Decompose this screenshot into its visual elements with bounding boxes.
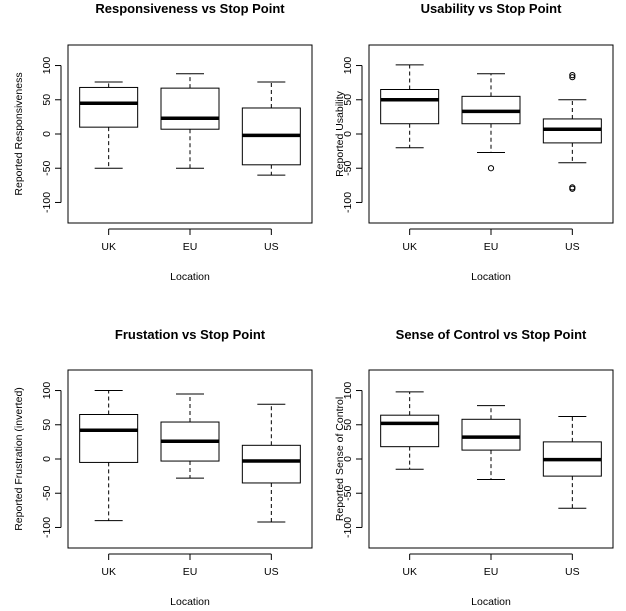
x-tick-label: EU xyxy=(484,566,499,578)
iqr-box xyxy=(241,444,301,484)
x-tick-label: UK xyxy=(101,566,116,578)
y-tick-label: -100 xyxy=(41,517,53,538)
iqr-box xyxy=(380,89,440,125)
y-tick-label: -100 xyxy=(342,517,354,538)
y-tick-label: -50 xyxy=(41,485,53,500)
plot-frame xyxy=(67,369,313,549)
x-tick-label: EU xyxy=(183,566,198,578)
iqr-box xyxy=(79,86,139,128)
y-tick-label: 50 xyxy=(41,419,53,431)
x-axis-label: Location xyxy=(170,596,210,608)
y-tick-label: 100 xyxy=(342,382,354,400)
box-uk xyxy=(79,390,139,522)
x-axis-label: Location xyxy=(170,271,210,283)
x-tick-label: UK xyxy=(402,566,417,578)
y-tick-label: 100 xyxy=(41,57,53,75)
y-tick-label: -50 xyxy=(342,485,354,500)
chart-title: Usability vs Stop Point xyxy=(421,1,563,16)
iqr-box xyxy=(160,87,220,130)
x-tick-label: UK xyxy=(101,241,116,253)
y-tick-label: 0 xyxy=(41,456,53,462)
chart-title: Sense of Control vs Stop Point xyxy=(396,327,587,342)
y-axis-label: Reported Sense of Control xyxy=(334,397,346,521)
iqr-box xyxy=(461,418,521,451)
box-us xyxy=(241,81,301,176)
y-tick-label: 0 xyxy=(342,131,354,137)
plot-frame xyxy=(67,44,313,224)
x-tick-label: UK xyxy=(402,241,417,253)
y-tick-label: 0 xyxy=(342,456,354,462)
chart-panel-1: Responsiveness vs Stop Point -100 -50 0 50 10… xyxy=(13,1,313,283)
chart-title: Frustation vs Stop Point xyxy=(115,327,266,342)
plot-frame xyxy=(368,369,614,549)
x-axis-label: Location xyxy=(471,596,511,608)
chart-panel-2: Usability vs Stop Point -100 -50 0 50 100 UK EU… xyxy=(334,1,614,283)
y-tick-label: 50 xyxy=(41,94,53,106)
y-tick-label: 100 xyxy=(342,57,354,75)
box-us xyxy=(542,72,602,192)
box-us xyxy=(542,416,602,509)
y-tick-label: -50 xyxy=(41,160,53,175)
x-tick-label: US xyxy=(565,566,580,578)
y-tick-label: 50 xyxy=(342,94,354,106)
box-eu xyxy=(160,393,220,479)
y-tick-label: 50 xyxy=(342,419,354,431)
y-tick-label: -50 xyxy=(342,160,354,175)
box-us xyxy=(241,403,301,523)
x-tick-label: EU xyxy=(484,241,499,253)
chart-title: Responsiveness vs Stop Point xyxy=(95,1,285,16)
iqr-box xyxy=(380,414,440,448)
outlier-point xyxy=(569,74,576,81)
y-tick-label: 0 xyxy=(41,131,53,137)
x-tick-label: US xyxy=(264,566,279,578)
outlier-point xyxy=(487,165,495,172)
box-eu xyxy=(160,73,220,169)
outlier-point xyxy=(569,72,576,79)
x-axis-label: Location xyxy=(471,271,511,283)
box-uk xyxy=(380,64,440,149)
x-tick-label: EU xyxy=(183,241,198,253)
box-eu xyxy=(461,405,521,481)
y-tick-label: -100 xyxy=(342,192,354,213)
y-tick-label: -100 xyxy=(41,192,53,213)
x-tick-label: US xyxy=(565,241,580,253)
iqr-box xyxy=(79,414,139,463)
y-axis-label: Reported Frustration (inverted) xyxy=(13,387,25,531)
plot-frame xyxy=(368,44,614,224)
box-uk xyxy=(79,81,139,169)
box-eu xyxy=(461,73,521,172)
box-uk xyxy=(380,391,440,470)
y-tick-label: 100 xyxy=(41,382,53,400)
y-axis-label: Reported Usability xyxy=(334,90,346,177)
x-tick-label: US xyxy=(264,241,279,253)
outlier-point xyxy=(569,185,576,192)
chart-panel-3: Frustation vs Stop Point -100 -50 0 50 100 UK E… xyxy=(13,327,313,608)
y-axis-label: Reported Responsiveness xyxy=(13,72,25,195)
chart-panel-4: Sense of Control vs Stop Point -100 -50 0 50… xyxy=(334,327,614,608)
